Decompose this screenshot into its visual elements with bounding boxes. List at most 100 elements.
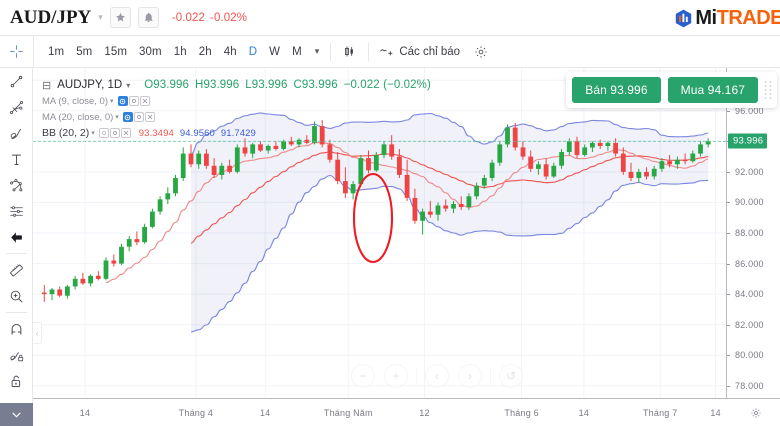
brand-logo: MiTRADE xyxy=(674,4,780,32)
sidebar-divider-1 xyxy=(5,253,27,254)
sidebar-item-drawing-lock[interactable] xyxy=(0,342,33,368)
ohlc-high-label: H xyxy=(195,79,204,91)
sidebar-item-ruler[interactable] xyxy=(0,257,33,283)
star-icon[interactable] xyxy=(109,7,131,28)
chart-area[interactable]: ⊟ AUDJPY, 1D ▾ O93.996 H93.996 L93.996 C93.… xyxy=(33,68,780,426)
chart-legend: ⊟ AUDJPY, 1D ▾ O93.996 H93.996 L93.996 C93.… xyxy=(42,77,431,141)
timeframe-30m[interactable]: 30m xyxy=(139,45,162,58)
timeframe-15m[interactable]: 15m xyxy=(104,45,128,58)
price-axis[interactable]: 98.00096.00094.00092.00090.00088.00086.0… xyxy=(726,68,780,398)
close-icon-ma20[interactable] xyxy=(144,112,155,122)
indicator-buttons-ma9 xyxy=(117,96,150,106)
time-tick: 12 xyxy=(419,408,430,418)
close-icon-ma9[interactable] xyxy=(139,96,150,106)
minus-box-icon[interactable]: ⊟ xyxy=(42,79,52,92)
indicator-name-bb: BB (20, 2) xyxy=(42,127,90,139)
settings-icon-bb[interactable] xyxy=(109,128,120,138)
sidebar-item-forecast[interactable] xyxy=(0,198,33,224)
brand-trade-text: TRADE xyxy=(716,6,780,29)
scroll-left-button[interactable]: ‹ xyxy=(425,364,449,388)
bb-basis-value: 93.3494 xyxy=(138,127,174,139)
zoom-in-button[interactable]: + xyxy=(384,364,408,388)
time-tick: 14 xyxy=(79,408,91,418)
bb-values: 93.3494 94.9560 91.7429 xyxy=(139,128,256,139)
price-tick: 96.000 xyxy=(727,106,764,116)
legend-indicator-ma9: MA (9, close, 0) ▾ xyxy=(42,93,431,109)
chart-navigation-controls: − + ‹ › ↺ xyxy=(351,364,523,388)
timeframe-1m[interactable]: 1m xyxy=(48,45,65,58)
indicators-label: Các chỉ báo xyxy=(399,45,461,58)
timeframe-more-caret[interactable]: ▾ xyxy=(314,46,320,56)
chart-collapse-handle[interactable]: ‹ xyxy=(33,322,42,344)
indicator-caret-ma20[interactable]: ▾ xyxy=(115,114,119,121)
reset-chart-button[interactable]: ↺ xyxy=(499,364,523,388)
ohlc-open-label: O xyxy=(144,79,154,91)
sidebar-item-brush[interactable] xyxy=(0,120,33,146)
time-tick: Tháng 6 xyxy=(504,408,539,418)
ohlc-high: 93.996 xyxy=(203,79,240,91)
price-tick: 80.000 xyxy=(727,350,764,360)
drag-grip-icon[interactable] xyxy=(763,79,773,101)
timeframe-4h[interactable]: 4h xyxy=(223,45,237,58)
chart-toolbar: 1m 5m 15m 30m 1h 2h 4h D W M ▾ xyxy=(0,35,780,68)
axis-settings-gear-icon[interactable] xyxy=(750,406,762,424)
indicator-caret-bb[interactable]: ▾ xyxy=(91,130,95,137)
timeframe-w[interactable]: W xyxy=(269,45,281,58)
timeframe-m[interactable]: M xyxy=(292,45,302,58)
price-tick: 88.000 xyxy=(727,228,764,238)
sidebar-item-zoom[interactable] xyxy=(0,283,33,309)
time-tick: Tháng 7 xyxy=(642,408,678,418)
sidebar-item-text[interactable] xyxy=(0,146,33,172)
sidebar-item-pattern[interactable] xyxy=(0,172,33,198)
indicator-caret-ma9[interactable]: ▾ xyxy=(110,98,114,105)
sidebar-item-magnet[interactable] xyxy=(0,316,33,342)
settings-icon-ma9[interactable] xyxy=(128,96,139,106)
sidebar-collapse-button[interactable] xyxy=(0,403,33,426)
timeframe-5m[interactable]: 5m xyxy=(76,45,93,58)
time-tick: Tháng 4 xyxy=(178,408,214,418)
brand-text: MiTRADE xyxy=(695,7,780,30)
legend-caret-icon[interactable]: ▾ xyxy=(126,80,131,90)
timeframe-d[interactable]: D xyxy=(248,45,258,58)
eye-icon-bb[interactable] xyxy=(98,128,109,138)
legend-indicator-ma20: MA (20, close, 0) ▾ xyxy=(42,109,431,125)
crosshair-icon[interactable] xyxy=(0,35,34,68)
settings-icon-ma20[interactable] xyxy=(133,112,144,122)
close-icon-bb[interactable] xyxy=(120,128,131,138)
scroll-right-button[interactable]: › xyxy=(458,364,482,388)
bell-icon[interactable] xyxy=(137,7,159,28)
timeframe-2h[interactable]: 2h xyxy=(198,45,212,58)
chart-plot[interactable] xyxy=(33,68,726,398)
page-title: AUD/JPY xyxy=(10,6,92,28)
sidebar-item-lock[interactable] xyxy=(0,368,33,394)
ohlc-low: 93.996 xyxy=(251,79,288,91)
price-tick: 82.000 xyxy=(727,320,764,330)
eye-icon-ma20[interactable] xyxy=(122,112,133,122)
zoom-out-button[interactable]: − xyxy=(351,364,375,388)
time-axis[interactable]: 14 Tháng 4 14 Tháng Năm 12 Tháng 6 14 Tháng 7 14 xyxy=(33,398,780,426)
symbol-dropdown-caret[interactable]: ▾ xyxy=(98,12,103,22)
indicator-buttons-bb xyxy=(98,128,131,138)
sell-button[interactable]: Bán 93.996 xyxy=(572,77,661,103)
chevron-down-icon xyxy=(12,412,21,418)
eye-icon-ma9[interactable] xyxy=(117,96,128,106)
price-tick: 84.000 xyxy=(727,289,764,299)
indicator-buttons-ma20 xyxy=(122,112,155,122)
indicators-button[interactable]: Các chỉ báo xyxy=(373,45,467,59)
legend-main-row: ⊟ AUDJPY, 1D ▾ O93.996 H93.996 L93.996 C93.… xyxy=(42,77,431,93)
sidebar-item-trend-line[interactable] xyxy=(0,68,33,94)
legend-ohlc: O93.996 H93.996 L93.996 C93.996 −0.022 (−0.0… xyxy=(144,79,431,91)
toolbar-divider-1 xyxy=(330,42,332,61)
ohlc-close: 93.996 xyxy=(301,79,338,91)
buy-button[interactable]: Mua 94.167 xyxy=(667,77,758,103)
chart-settings-gear-icon[interactable] xyxy=(467,45,495,59)
timeframe-1h[interactable]: 1h xyxy=(173,45,187,58)
candlestick-icon[interactable] xyxy=(335,44,364,59)
ohlc-close-label: C xyxy=(293,79,302,91)
mitrade-mark-icon xyxy=(676,9,692,27)
sidebar-item-arrow[interactable] xyxy=(0,224,33,250)
trade-panel: Bán 93.996 Mua 94.167 xyxy=(566,72,777,108)
sidebar-item-fork[interactable] xyxy=(0,94,33,120)
legend-indicator-bb: BB (20, 2) ▾ 93.3494 94.9560 91.7429 xyxy=(42,125,431,141)
